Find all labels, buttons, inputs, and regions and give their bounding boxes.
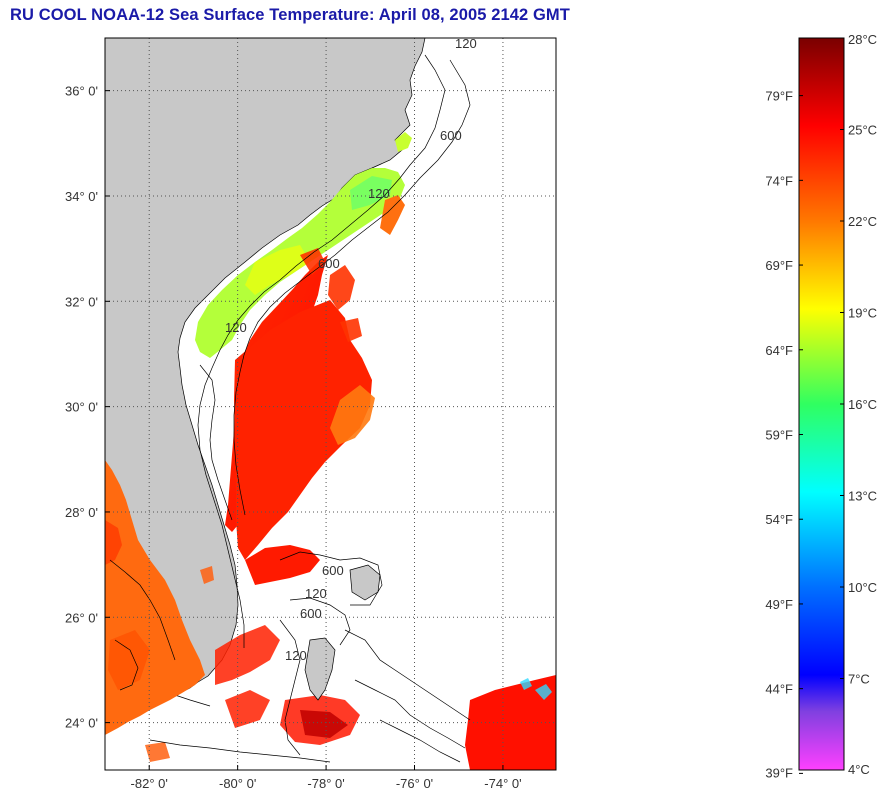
lat-tick-label: 26° 0' <box>65 610 98 625</box>
sst-south-red <box>245 545 320 585</box>
colorbar-label-celsius: 10°C <box>848 580 877 595</box>
lon-tick-label: -80° 0' <box>219 776 256 791</box>
colorbar-label-celsius: 19°C <box>848 306 877 321</box>
colorbar-label-fahrenheit: 59°F <box>765 428 793 443</box>
sst-central-streaks <box>215 625 280 728</box>
sst-south-patch-dark <box>300 710 348 738</box>
colorbar-labels: 28°C 25°C 22°C 19°C 16°C 13°C 10°C 7°C 4°C 79°F 74… <box>765 32 877 780</box>
colorbar-label-fahrenheit: 79°F <box>765 89 793 104</box>
contour-label: 120 <box>368 186 390 201</box>
lat-tick-label: 28° 0' <box>65 505 98 520</box>
latitude-axis: 24° 0' 26° 0' 28° 0' 30° 0' 32° 0' 34° 0' 36° … <box>65 84 110 731</box>
map-frame <box>104 37 557 771</box>
sst-shelf-north <box>395 132 412 152</box>
contour-label: 600 <box>318 256 340 271</box>
lat-tick-label: 36° 0' <box>65 84 98 99</box>
sst-offshore-red-main <box>234 300 372 560</box>
lon-tick-label: -78° 0' <box>307 776 344 791</box>
colorbar-label-celsius: 7°C <box>848 672 870 687</box>
colorbar-label-celsius: 16°C <box>848 397 877 412</box>
lat-tick-label: 24° 0' <box>65 716 98 731</box>
contour-label: 120 <box>455 36 477 51</box>
colorbar-label-fahrenheit: 39°F <box>765 765 793 780</box>
colorbar-label-celsius: 4°C <box>848 762 870 777</box>
contour-label: 600 <box>440 128 462 143</box>
lat-tick-label: 34° 0' <box>65 189 98 204</box>
sst-gulf-patch <box>108 630 150 690</box>
sst-shelf-yellow <box>245 245 310 295</box>
contour-label: 120 <box>305 586 327 601</box>
bathymetry-contours <box>109 54 471 763</box>
contour-label: 120 <box>285 648 307 663</box>
colorbar-label-fahrenheit: 54°F <box>765 512 793 527</box>
lon-tick-label: -76° 0' <box>396 776 433 791</box>
sst-southeast-bluegreen <box>520 678 552 700</box>
contour-label: 600 <box>322 563 344 578</box>
sst-shelf-greener <box>350 176 392 210</box>
sst-southeast-red <box>465 675 556 770</box>
colorbar-label-fahrenheit: 44°F <box>765 682 793 697</box>
page-title: RU COOL NOAA-12 Sea Surface Temperature:… <box>10 6 570 24</box>
sst-offshore-orange <box>330 385 375 445</box>
colorbar-label-celsius: 25°C <box>848 123 877 138</box>
colorbar-label-celsius: 28°C <box>848 32 877 47</box>
sst-gulf-patch-red <box>105 520 122 565</box>
colorbar-label-celsius: 22°C <box>848 214 877 229</box>
colorbar-label-fahrenheit: 49°F <box>765 597 793 612</box>
lon-tick-label: -82° 0' <box>131 776 168 791</box>
lat-tick-label: 32° 0' <box>65 294 98 309</box>
contour-labels: 120 600 120 600 120 600 120 600 120 <box>225 36 477 663</box>
colorbar-label-fahrenheit: 64°F <box>765 343 793 358</box>
sst-outer-shelf-orange <box>380 195 405 235</box>
lat-tick-label: 30° 0' <box>65 400 98 415</box>
lon-tick-label: -74° 0' <box>484 776 521 791</box>
colorbar-label-celsius: 13°C <box>848 489 877 504</box>
colorbar-scale <box>798 37 845 771</box>
colorbar-label-fahrenheit: 74°F <box>765 173 793 188</box>
sst-offshore-patches-1 <box>300 248 362 342</box>
colorbar-label-fahrenheit: 69°F <box>765 258 793 273</box>
contour-label: 120 <box>225 320 247 335</box>
longitude-axis: -82° 0' -80° 0' -78° 0' -76° 0' -74° 0' <box>131 765 522 791</box>
contour-label: 600 <box>300 606 322 621</box>
